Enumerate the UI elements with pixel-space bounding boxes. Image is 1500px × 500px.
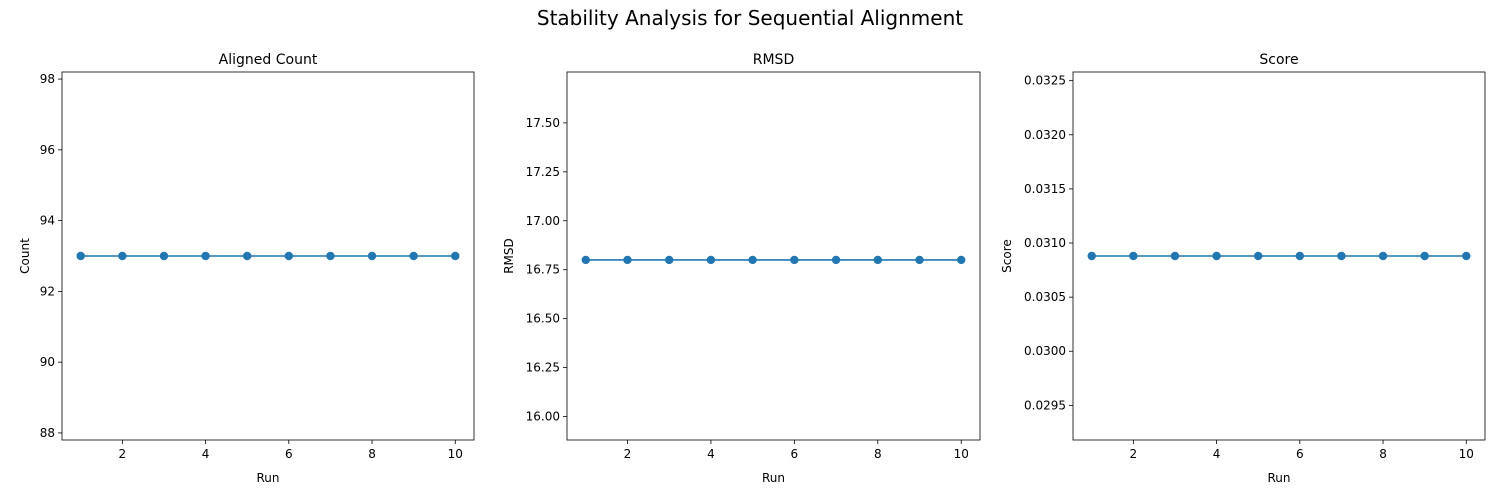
x-axis-label: Run — [1267, 471, 1290, 485]
y-tick-label: 96 — [40, 143, 55, 157]
x-tick-label: 2 — [1130, 447, 1138, 461]
axes-frame — [566, 71, 981, 441]
y-tick-label: 92 — [40, 284, 55, 298]
y-tick-label: 0.0315 — [1024, 182, 1066, 196]
data-point — [1420, 251, 1429, 261]
data-point — [326, 251, 335, 261]
data-point — [1337, 251, 1346, 261]
y-tick-label: 17.50 — [526, 116, 560, 130]
data-point — [1378, 251, 1388, 261]
x-tick-label: 4 — [202, 447, 210, 461]
y-tick-label: 16.25 — [526, 361, 560, 375]
y-tick-label: 17.00 — [526, 214, 560, 228]
data-point — [242, 251, 252, 261]
data-point — [367, 251, 377, 261]
axes-frame — [61, 71, 475, 441]
data-point — [915, 255, 924, 265]
subplot-title: Score — [1259, 52, 1298, 68]
y-tick-label: 90 — [40, 355, 55, 369]
y-tick-label: 17.25 — [526, 165, 560, 179]
data-point — [118, 251, 127, 261]
data-point — [409, 251, 418, 261]
subplot-title: RMSD — [753, 52, 794, 68]
x-tick-label: 4 — [707, 447, 715, 461]
y-tick-label: 0.0320 — [1024, 128, 1066, 142]
data-point — [451, 251, 460, 261]
x-tick-label: 8 — [874, 447, 882, 461]
data-point — [1212, 251, 1221, 261]
data-point — [957, 255, 966, 265]
data-point — [581, 255, 590, 265]
y-tick-label: 16.75 — [526, 263, 560, 277]
y-axis-label: Count — [18, 238, 32, 274]
data-point — [873, 255, 882, 265]
data-point — [1170, 251, 1180, 261]
x-tick-label: 8 — [1379, 447, 1387, 461]
x-tick-label: 6 — [791, 447, 799, 461]
data-point — [1087, 251, 1096, 261]
subplot-3: Score 2 4 6 8 10 0.0295 0.0300 0.0305 0.0310 0.031… — [1000, 52, 1486, 485]
data-point — [748, 255, 757, 265]
x-tick-label: 6 — [1296, 447, 1304, 461]
data-point — [1295, 251, 1305, 261]
data-point — [1462, 251, 1471, 261]
y-tick-label: 16.50 — [526, 312, 560, 326]
data-point — [665, 255, 674, 265]
x-tick-label: 4 — [1213, 447, 1221, 461]
data-point — [790, 255, 799, 265]
x-axis-label: Run — [256, 471, 279, 485]
x-tick-label: 10 — [1459, 447, 1474, 461]
data-point — [284, 251, 294, 261]
axes-frame — [1072, 71, 1486, 441]
subplot-2: RMSD 2 4 6 8 10 16.00 16.25 16.50 16.75 17.00 17.25… — [502, 52, 981, 485]
y-tick-label: 98 — [40, 72, 55, 86]
y-axis-label: Score — [1000, 239, 1014, 273]
data-point — [201, 251, 210, 261]
y-tick-label: 94 — [40, 214, 55, 228]
data-point — [1253, 251, 1263, 261]
subplot-1: Aligned Count 2 4 6 8 10 88 90 92 94 96 98 Run Count — [18, 52, 475, 485]
y-tick-label: 0.0300 — [1024, 344, 1066, 358]
y-tick-label: 0.0305 — [1024, 290, 1066, 304]
subplot-title: Aligned Count — [219, 52, 318, 68]
figure-title: Stability Analysis for Sequential Alignm… — [536, 6, 964, 30]
y-axis-label: RMSD — [502, 238, 516, 274]
x-tick-label: 10 — [954, 447, 969, 461]
x-axis-label: Run — [762, 471, 785, 485]
x-tick-label: 2 — [624, 447, 632, 461]
data-point — [1129, 251, 1138, 261]
y-tick-label: 0.0295 — [1024, 398, 1066, 412]
data-point — [159, 251, 169, 261]
y-tick-label: 0.0325 — [1024, 74, 1066, 88]
data-point — [706, 255, 716, 265]
y-tick-label: 0.0310 — [1024, 236, 1066, 250]
y-tick-label: 16.00 — [526, 410, 560, 424]
data-point — [76, 251, 85, 261]
x-tick-label: 6 — [285, 447, 293, 461]
x-tick-label: 2 — [119, 447, 127, 461]
x-tick-label: 10 — [448, 447, 463, 461]
data-point — [831, 255, 841, 265]
y-tick-label: 88 — [40, 426, 55, 440]
x-tick-label: 8 — [368, 447, 376, 461]
data-point — [623, 255, 632, 265]
